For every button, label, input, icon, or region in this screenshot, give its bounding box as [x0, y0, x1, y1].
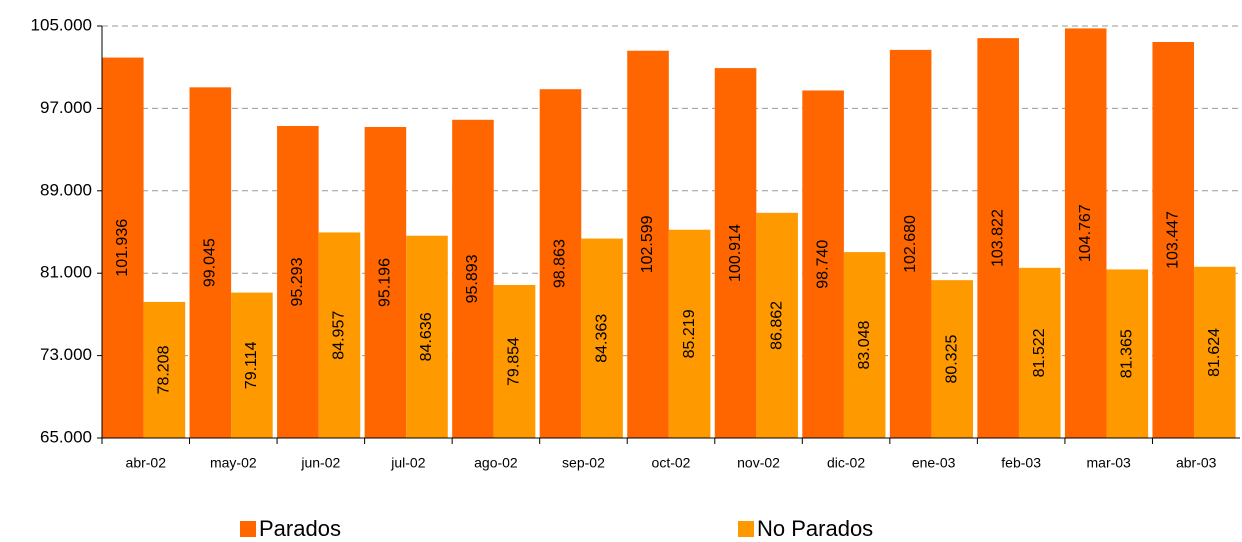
x-tick-label: abr-03 [1176, 455, 1217, 471]
y-tick-label: 89.000 [40, 180, 92, 199]
data-label: 102.599 [639, 215, 656, 273]
data-label: 83.048 [856, 320, 873, 369]
y-tick-label: 81.000 [40, 263, 92, 282]
x-tick-label: jul-02 [390, 455, 425, 471]
bar [581, 238, 623, 438]
x-tick-label: dic-02 [827, 455, 865, 471]
data-label: 103.447 [1164, 211, 1181, 269]
bar [627, 50, 669, 439]
data-label: 101.936 [114, 219, 131, 277]
y-tick-label: 97.000 [40, 98, 92, 117]
data-label: 81.522 [1031, 328, 1048, 377]
bar [189, 87, 232, 439]
bar [802, 90, 844, 438]
data-label: 80.325 [943, 335, 960, 384]
data-label: 102.680 [902, 215, 919, 273]
bar [231, 292, 273, 438]
legend-label: Parados [259, 516, 341, 541]
x-tick-label: mar-03 [1087, 455, 1132, 471]
bar [143, 301, 186, 438]
bar [452, 119, 494, 439]
x-tick-label: oct-02 [652, 455, 691, 471]
bar [1018, 267, 1061, 438]
x-tick-label: feb-03 [1001, 455, 1041, 471]
data-label: 104.767 [1077, 204, 1094, 262]
x-tick-label: may-02 [210, 455, 257, 471]
data-label: 98.863 [552, 239, 569, 288]
data-label: 95.293 [289, 257, 306, 306]
data-label: 81.365 [1119, 329, 1136, 378]
data-label: 84.636 [418, 312, 435, 361]
legend-swatch [738, 521, 754, 537]
x-tick-label: abr-02 [126, 455, 167, 471]
x-tick-label: ene-03 [912, 455, 956, 471]
data-label: 103.822 [989, 209, 1006, 267]
y-tick-label: 65.000 [40, 427, 92, 446]
data-label: 79.854 [506, 337, 523, 386]
data-label: 78.208 [156, 345, 173, 394]
data-label: 86.862 [768, 301, 785, 350]
data-label: 95.196 [377, 258, 394, 307]
bar [102, 57, 144, 438]
data-label: 81.624 [1206, 328, 1223, 377]
bar [277, 125, 319, 438]
x-tick-label: ago-02 [474, 455, 518, 471]
data-label: 84.957 [331, 311, 348, 360]
bar [931, 280, 974, 438]
bar [668, 229, 711, 438]
y-tick-label: 105.000 [31, 15, 92, 34]
bar [843, 252, 886, 438]
data-label: 95.893 [464, 254, 481, 303]
bar [364, 126, 407, 438]
bar [1152, 41, 1195, 438]
data-label: 98.740 [814, 240, 831, 289]
bar [539, 89, 582, 439]
bar [1194, 266, 1236, 438]
y-tick-label: 73.000 [40, 345, 92, 364]
data-label: 79.114 [243, 341, 260, 389]
x-tick-label: jun-02 [300, 455, 340, 471]
x-tick-label: nov-02 [737, 455, 780, 471]
bar [318, 232, 361, 438]
bar [406, 235, 448, 438]
bar [1106, 269, 1149, 438]
bar [1064, 28, 1107, 438]
bar [493, 285, 536, 438]
data-label: 85.219 [681, 309, 698, 358]
bar [977, 38, 1019, 439]
data-label: 84.363 [593, 314, 610, 363]
data-label: 99.045 [202, 238, 219, 287]
x-tick-label: sep-02 [562, 455, 605, 471]
bar [756, 212, 798, 438]
legend-swatch [240, 521, 256, 537]
data-label: 100.914 [727, 224, 744, 282]
bar [714, 68, 757, 438]
legend-label: No Parados [757, 516, 873, 541]
bar [889, 49, 932, 439]
